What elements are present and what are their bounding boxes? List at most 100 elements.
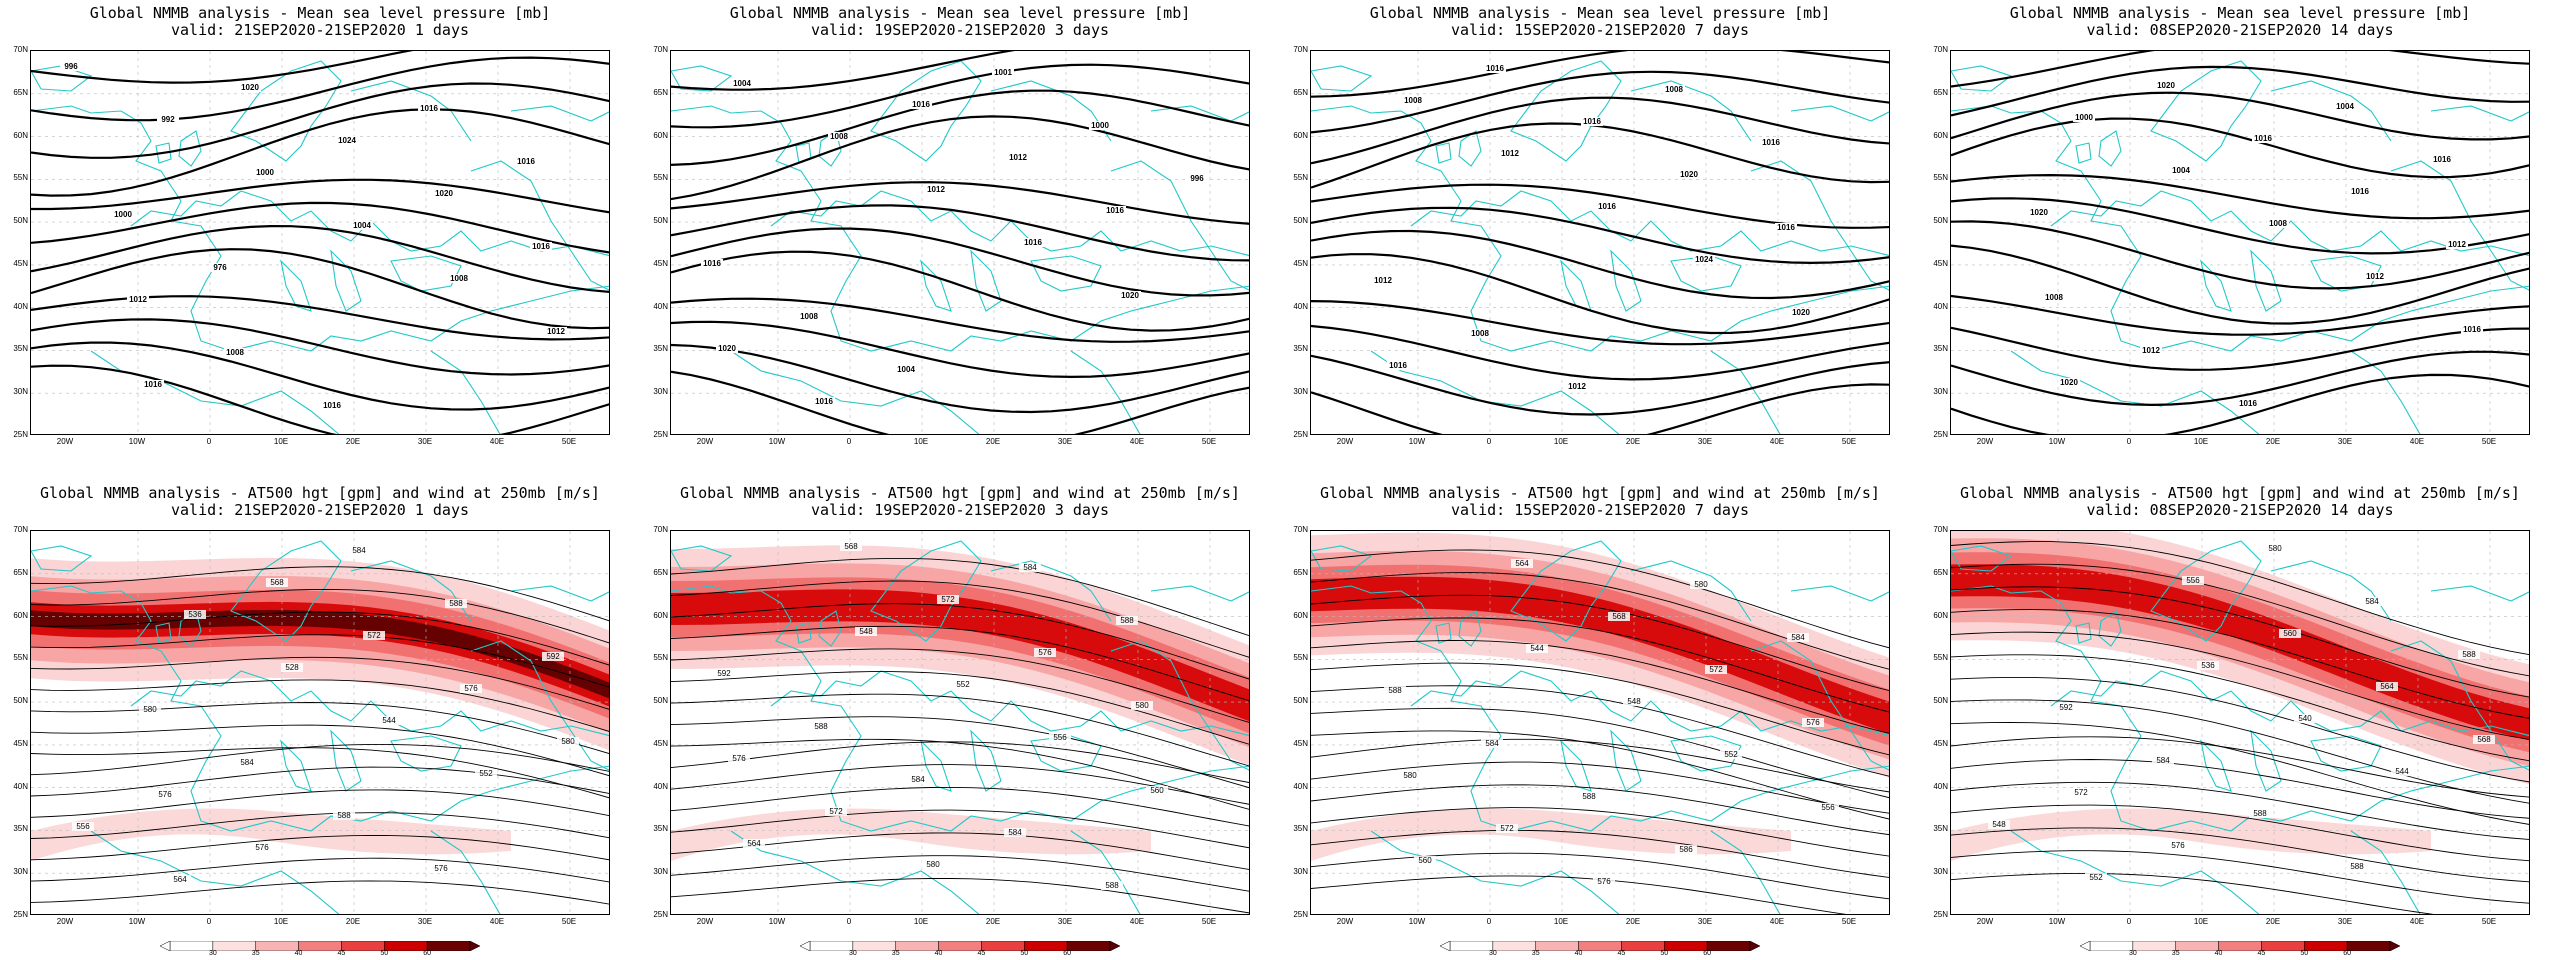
longitude-label: 10W: [1408, 437, 1426, 446]
contour-label: 1016: [323, 401, 341, 410]
colorbar-ticks-4: 30 35 40 45 50 60: [2080, 950, 2400, 960]
latitude-label: 30N: [1933, 387, 1948, 397]
latitude-label: 35N: [1933, 824, 1948, 834]
contour-label: 528: [285, 663, 299, 672]
contour-label: 580: [561, 737, 575, 746]
contour-label: 564: [2380, 682, 2394, 691]
coastlines: [1311, 60, 1889, 434]
colorbar-tick-label: 45: [977, 950, 986, 957]
colorbar-2: [799, 938, 1121, 952]
latitude-label: 45N: [653, 258, 668, 268]
contour-label: 1000: [1091, 121, 1109, 130]
longitude-label: 10W: [2048, 437, 2066, 446]
longitude-label: 20E: [1625, 917, 1641, 926]
longitude-label: 0: [2126, 437, 2132, 446]
map-panel-2: Global NMMB analysis - Mean sea level pr…: [640, 0, 1280, 480]
longitude-label: 0: [206, 917, 212, 926]
colorbar-tick-label: 60: [2343, 950, 2352, 957]
contour-label: 1012: [2142, 346, 2160, 355]
map-frame: 544 548 552 556 560 564 568 572 576 580 572 576 580 5…: [1310, 530, 1890, 915]
contour-label: 976: [213, 263, 227, 272]
contour-label: 548: [1992, 820, 2006, 829]
latitude-label: 60N: [13, 610, 28, 620]
map-canvas: 996 992 1000 1004 1008 1012 1016 1020 1024 1020 10…: [31, 51, 609, 434]
longitude-label: 20W: [1336, 437, 1354, 446]
latitude-label: 35N: [653, 344, 668, 354]
latitude-label: 45N: [653, 738, 668, 748]
contour-label: 1016: [2351, 187, 2369, 196]
contour-label: 996: [64, 62, 78, 71]
map-frame: 536 528 544 552 556 564 568 572 576 580 576 576 584 5…: [30, 530, 610, 915]
contour-label: 1004: [897, 365, 915, 374]
contour-label: 1020: [1792, 308, 1810, 317]
contour-label: 996: [1190, 174, 1204, 183]
longitude-label: 40E: [2409, 437, 2425, 446]
latitude-label: 65N: [653, 87, 668, 97]
contour-label: 580: [2268, 544, 2282, 553]
contour-label: 1016: [1106, 206, 1124, 215]
contour-label: 1008: [800, 312, 818, 321]
contour-label: 1012: [927, 185, 945, 194]
latitude-label: 50N: [1933, 216, 1948, 226]
longitude-label: 10W: [2048, 917, 2066, 926]
longitude-label: 0: [846, 437, 852, 446]
longitude-label: 10W: [1408, 917, 1426, 926]
longitude-label: 50E: [2481, 437, 2497, 446]
longitude-label: 30E: [417, 917, 433, 926]
longitude-label: 20E: [2265, 917, 2281, 926]
latitude-label: 55N: [653, 653, 668, 663]
contour-label: 1000: [114, 210, 132, 219]
contour-label: 588: [1120, 616, 1134, 625]
longitude-label: 0: [1486, 437, 1492, 446]
longitude-label: 10E: [1553, 917, 1569, 926]
contour-label: 1016: [1598, 202, 1616, 211]
height-contours: [1951, 541, 2529, 914]
latitude-label: 60N: [1933, 610, 1948, 620]
latitude-label: 45N: [1293, 738, 1308, 748]
latitude-label: 70N: [13, 45, 28, 54]
latitude-label: 35N: [1933, 344, 1948, 354]
map-frame: 996 992 1000 1004 1008 1012 1016 1020 1024 1020 10…: [30, 50, 610, 435]
panel-valid-period: valid: 19SEP2020-21SEP2020 3 days: [810, 501, 1109, 519]
contour-labels: 1008 1012 1016 1024 1020 1016 1016 1016 1020 1016…: [1372, 64, 1812, 391]
contour-label: 588: [814, 722, 828, 731]
contour-label: 564: [747, 839, 761, 848]
latitude-label: 40N: [653, 781, 668, 791]
contour-label: 588: [2462, 650, 2476, 659]
longitude-label: 40E: [1769, 917, 1785, 926]
map-panel-8: Global NMMB analysis - AT500 hgt [gpm] a…: [1920, 480, 2560, 960]
contour-label: 1016: [517, 157, 535, 166]
contour-label: 564: [1515, 559, 1529, 568]
colorbar-tick-label: 50: [1660, 950, 1669, 957]
contour-label: 1020: [2157, 81, 2175, 90]
latitude-label: 40N: [1293, 301, 1308, 311]
contour-label: 1020: [435, 189, 453, 198]
colorbar-1: [159, 938, 481, 952]
map-panel-5: Global NMMB analysis - AT500 hgt [gpm] a…: [0, 480, 640, 960]
contour-label: 556: [1821, 803, 1835, 812]
contour-label: 592: [2059, 703, 2073, 712]
latitude-label: 60N: [653, 610, 668, 620]
latitude-label: 60N: [653, 130, 668, 140]
latitude-label: 35N: [1293, 824, 1308, 834]
longitude-label: 50E: [561, 437, 577, 446]
map-panel-3: Global NMMB analysis - Mean sea level pr…: [1280, 0, 1920, 480]
contour-label: 1016: [2239, 399, 2257, 408]
map-canvas: 544 548 552 556 560 564 568 572 576 580 572 576 580 5…: [1311, 531, 1889, 914]
contour-label: 584: [1791, 633, 1805, 642]
longitude-label: 10E: [913, 917, 929, 926]
colorbar-tick-label: 40: [2214, 950, 2223, 957]
contour-label: 1020: [2060, 378, 2078, 387]
latitude-label: 70N: [1293, 525, 1308, 534]
latitude-label: 55N: [653, 173, 668, 183]
colorbar-tick-label: 45: [1617, 950, 1626, 957]
contour-label: 556: [76, 822, 90, 831]
contour-label: 584: [2156, 756, 2170, 765]
longitude-label: 40E: [1129, 437, 1145, 446]
latitude-label: 30N: [653, 387, 668, 397]
contour-label: 588: [1388, 686, 1402, 695]
contour-label: 552: [956, 680, 970, 689]
contour-label: 588: [1582, 792, 1596, 801]
latitude-label: 65N: [13, 87, 28, 97]
contour-label: 1000: [256, 168, 274, 177]
